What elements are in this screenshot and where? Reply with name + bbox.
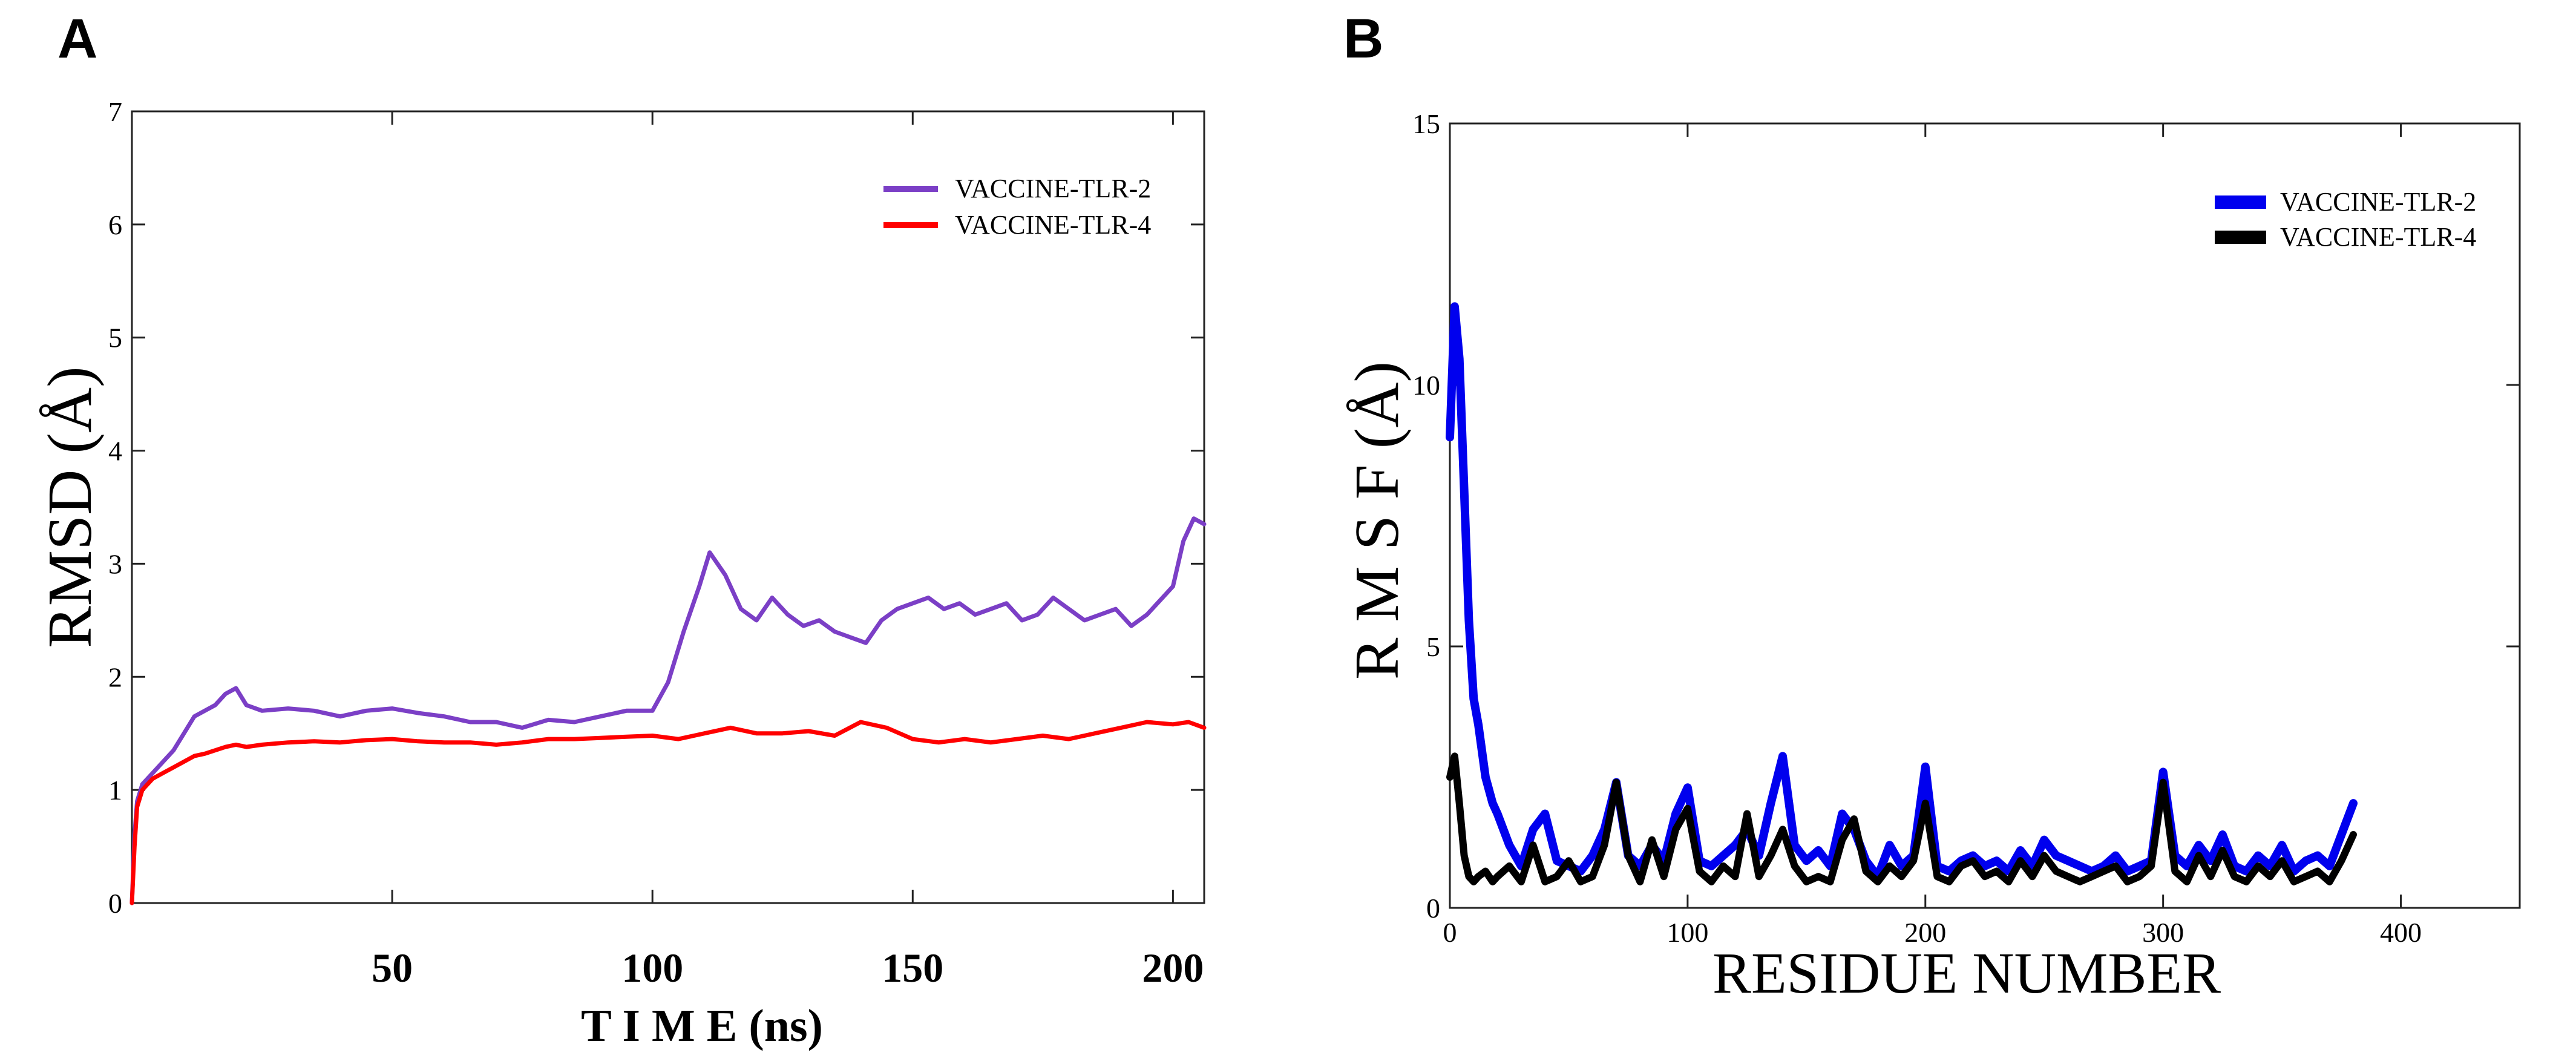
a-x-tick-label: 150 (882, 945, 943, 991)
panel-b-y-axis: 0 5 10 15 (1412, 108, 2520, 924)
a-y-tick-label: 0 (108, 888, 122, 919)
panel-b-series (1446, 302, 2358, 885)
a-y-tick-label: 7 (108, 96, 122, 127)
panel-b-label: B (1343, 8, 1383, 70)
a-y-tick-label: 5 (108, 323, 122, 353)
a-y-tick-label: 6 (108, 209, 122, 240)
b-series-line-vaccine-tlr-4 (1446, 752, 2357, 885)
panel-a-x-axis-label: T I M E (ns) (581, 1000, 823, 1051)
panel-b-legend: VACCINE-TLR-2 VACCINE-TLR-4 (2215, 187, 2476, 252)
a-y-tick-label: 3 (108, 548, 122, 579)
panel-b: B 0 5 10 15 0 100 200 300 400 R M S F (Å) RESID… (1342, 8, 2521, 1005)
b-series-line-vaccine-tlr-2 (1446, 302, 2358, 881)
panel-a-y-axis-label: RMSD (Å) (35, 366, 105, 648)
a-y-tick-label: 1 (108, 775, 122, 806)
a-x-tick-label: 50 (372, 945, 413, 991)
panel-a-y-axis: 0 1 2 3 4 5 6 7 (108, 96, 1204, 919)
a-y-tick-label: 2 (108, 662, 122, 692)
panel-a: A 0 1 2 3 4 5 6 7 50 100 150 200 RMSD (Å) T I M E … (35, 8, 1207, 1051)
panel-b-plot-frame (1449, 122, 2521, 909)
b-x-tick-label: 100 (1667, 917, 1708, 948)
b-x-tick-label: 0 (1443, 917, 1457, 948)
b-y-tick-label: 0 (1426, 893, 1440, 924)
b-x-tick-label: 400 (2380, 917, 2422, 948)
panel-a-x-axis: 50 100 150 200 (372, 111, 1204, 991)
panel-a-series (129, 516, 1207, 905)
a-x-tick-label: 200 (1142, 945, 1204, 991)
panel-b-x-axis-label: RESIDUE NUMBER (1712, 941, 2221, 1005)
panel-b-x-axis: 0 100 200 300 400 (1443, 123, 2422, 948)
panel-a-label: A (57, 8, 97, 70)
legend-label-vaccine-tlr-4: VACCINE-TLR-4 (955, 210, 1151, 240)
a-series-line-vaccine-tlr-4 (129, 720, 1207, 905)
legend-label-vaccine-tlr-2: VACCINE-TLR-2 (955, 174, 1151, 203)
panel-b-y-axis-label: R M S F (Å) (1342, 361, 1412, 680)
a-y-tick-label: 4 (108, 436, 122, 467)
panel-a-legend: VACCINE-TLR-2 VACCINE-TLR-4 (883, 174, 1151, 240)
b-x-tick-label: 200 (1904, 917, 1946, 948)
legend-label-vaccine-tlr-4: VACCINE-TLR-4 (2280, 222, 2476, 252)
legend-label-vaccine-tlr-2: VACCINE-TLR-2 (2280, 187, 2476, 217)
b-x-tick-label: 300 (2142, 917, 2184, 948)
a-x-tick-label: 100 (621, 945, 683, 991)
b-y-tick-label: 15 (1412, 108, 1440, 139)
b-y-tick-label: 5 (1426, 631, 1440, 662)
a-series-line-vaccine-tlr-2 (129, 516, 1207, 905)
b-y-tick-label: 10 (1412, 370, 1440, 401)
panel-a-plot-frame (131, 110, 1205, 904)
